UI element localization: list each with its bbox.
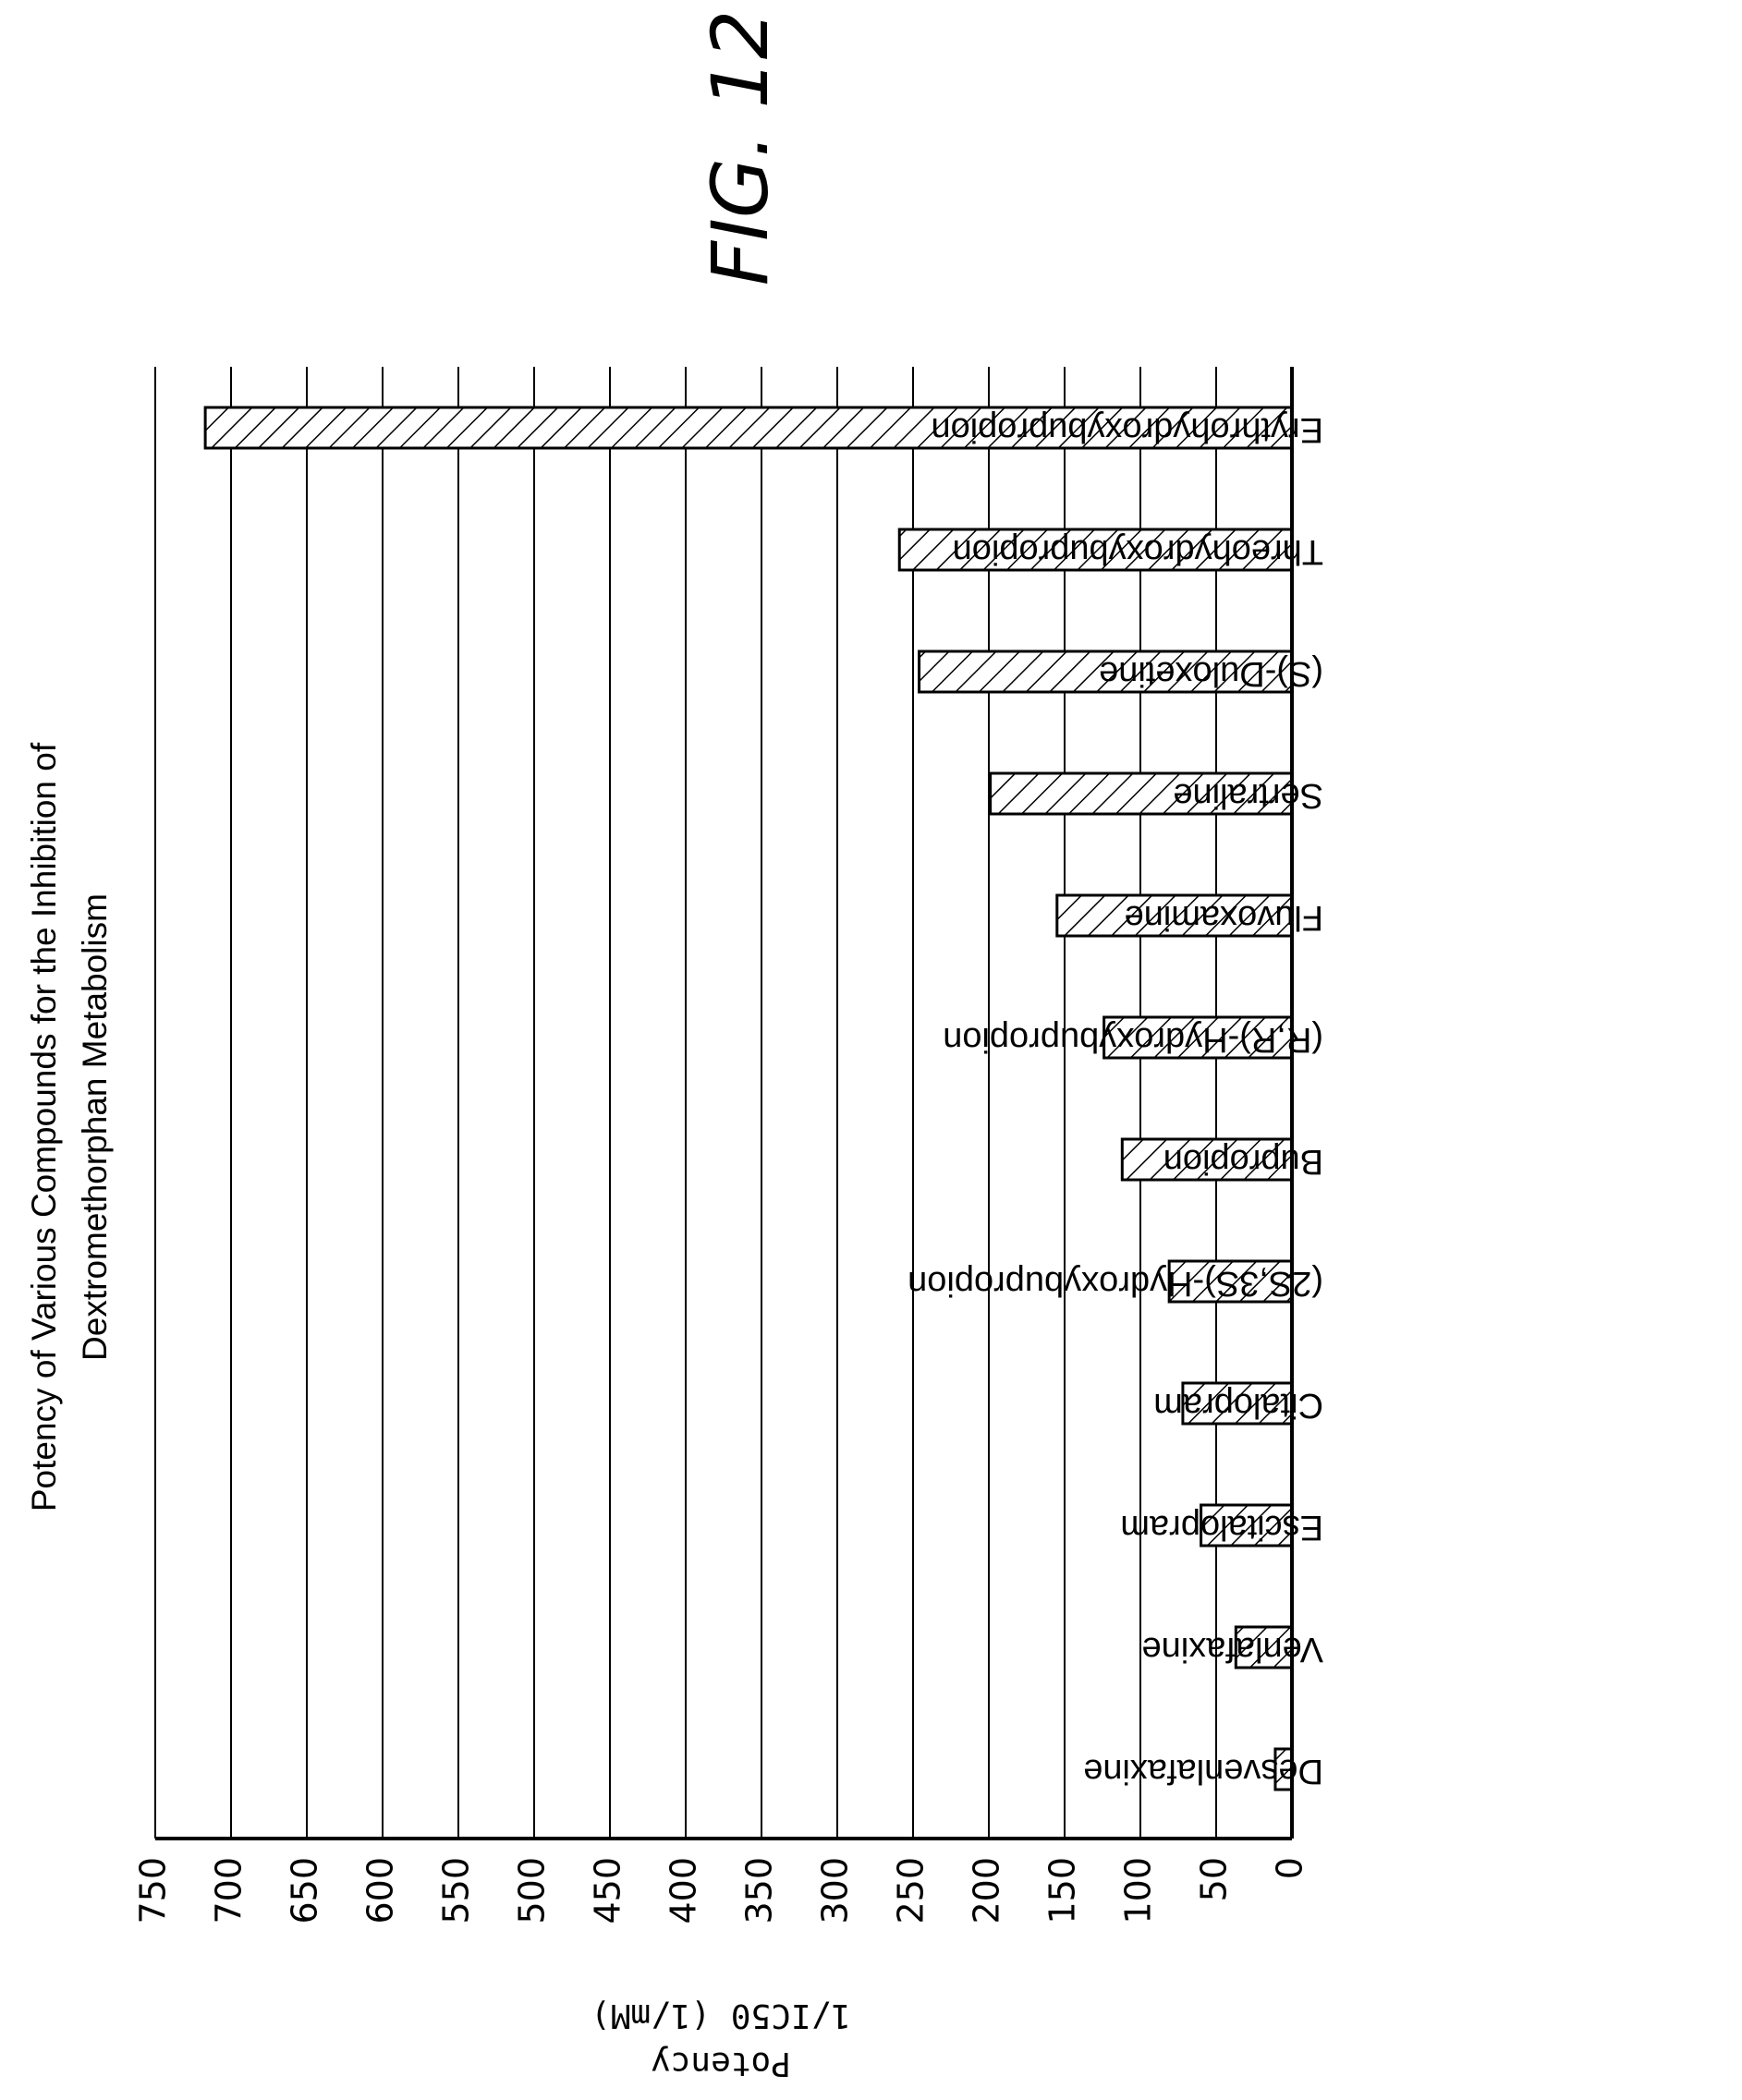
tick-label: 200 (967, 1857, 1007, 1924)
category-labels: Erythrohydroxybupropion Threohydroxybupro… (908, 410, 1323, 1790)
tick-label: 650 (285, 1857, 325, 1924)
bar (989, 771, 1294, 816)
figure-label: FIG. 12 (695, 10, 786, 285)
tick-label: 250 (891, 1857, 932, 1924)
tick-label: 150 (1042, 1857, 1083, 1924)
category-label: Venlafaxine (1142, 1630, 1324, 1669)
tick-label: 400 (664, 1857, 704, 1924)
value-axis-ticks: 0 50 100 150 200 250 300 350 400 450 500 550 600 650 7… (133, 1857, 1310, 1924)
y-axis-label-line-1: Potency (651, 2045, 791, 2082)
bar (1102, 1015, 1294, 1060)
chart-title-line-1: Potency of Various Compounds for the Inh… (25, 742, 63, 1511)
category-label: Sertraline (1173, 776, 1323, 815)
category-label: (R,R)-Hydroxybupropion (943, 1020, 1323, 1059)
bar (1181, 1381, 1294, 1426)
tick-label: 100 (1118, 1857, 1159, 1924)
bars (203, 406, 1294, 1791)
tick-label: 300 (815, 1857, 856, 1924)
category-label: Desvenlafaxine (1083, 1752, 1323, 1790)
tick-label: 700 (209, 1857, 250, 1924)
chart-title-line-2: Dextromethorphan Metabolism (76, 893, 114, 1361)
gridlines (154, 367, 1217, 1839)
bar (1055, 893, 1294, 938)
bar (1120, 1137, 1294, 1182)
bar (1167, 1259, 1294, 1304)
bar (203, 406, 1294, 450)
tick-label: 50 (1194, 1857, 1235, 1901)
tick-label: 0 (1270, 1857, 1310, 1879)
bar (1234, 1625, 1294, 1669)
category-label: Erythrohydroxybupropion (931, 410, 1323, 449)
tick-label: 350 (739, 1857, 780, 1924)
tick-label: 600 (360, 1857, 401, 1924)
tick-label: 500 (512, 1857, 553, 1924)
bar (918, 649, 1294, 694)
category-label: Escitalopram (1120, 1508, 1323, 1547)
category-label: (2S,3S)-Hydroxybupropion (908, 1264, 1323, 1303)
tick-label: 750 (133, 1857, 174, 1924)
category-label: Threohydroxybupropion (953, 532, 1323, 571)
category-label: Bupropion (1163, 1142, 1323, 1181)
tick-label: 450 (588, 1857, 628, 1924)
category-label: Citalopram (1153, 1386, 1323, 1425)
y-axis-label-line-2: 1/IC50 (1/mM) (591, 1997, 851, 2034)
category-label: (S)-Duloxetine (1099, 654, 1323, 693)
tick-label: 550 (436, 1857, 477, 1924)
